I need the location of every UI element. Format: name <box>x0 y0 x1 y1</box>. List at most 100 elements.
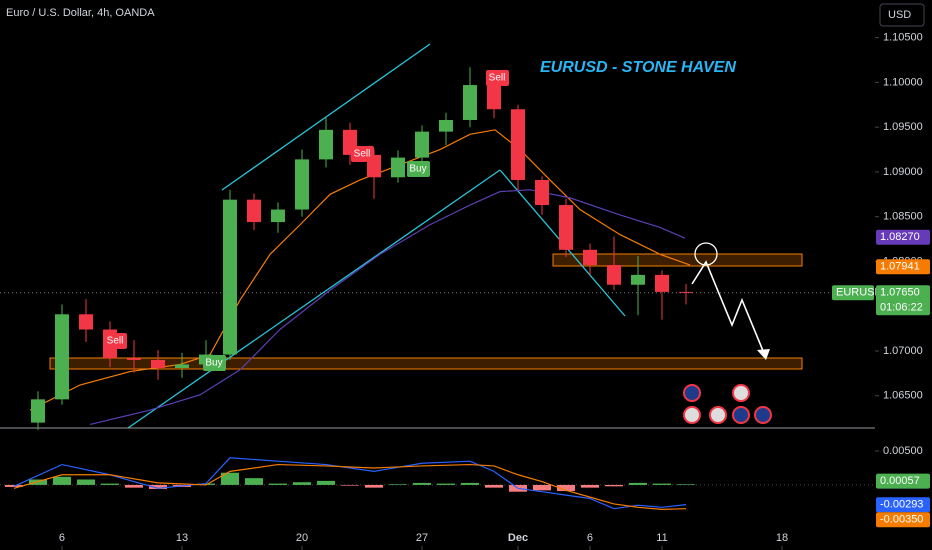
candle-body <box>174 364 189 369</box>
symbol-tag: EURUSD <box>832 285 883 301</box>
signal-label: Buy <box>407 161 430 177</box>
signal-box <box>203 355 226 371</box>
candle-body <box>126 358 141 360</box>
signal-box <box>104 333 127 349</box>
event-icon <box>732 384 750 402</box>
price-tag: 1.08270 <box>876 229 930 245</box>
signal-label: Sell <box>104 333 127 349</box>
candle-body <box>414 131 429 158</box>
candle-body <box>390 157 405 178</box>
arrow-head <box>757 349 770 360</box>
histogram-bar <box>244 478 263 485</box>
event-icon <box>754 406 772 424</box>
y-tick-label: 1.10000 <box>883 76 923 88</box>
symbol-tag-box <box>832 285 874 301</box>
histogram-bar <box>292 482 311 485</box>
last-price-tag-box <box>876 285 930 316</box>
histogram-bar <box>652 483 671 485</box>
candle-body <box>678 291 693 293</box>
histogram-bar <box>628 482 647 485</box>
x-tick-label: 18 <box>776 532 788 544</box>
candle-body <box>630 274 645 285</box>
value-tag-box <box>876 512 930 528</box>
last-price-tag-label: 1.07650 <box>880 287 920 299</box>
candle-body <box>222 199 237 355</box>
candle-body <box>246 199 261 223</box>
drawings <box>49 43 803 429</box>
price-tag-label: 1.07941 <box>880 261 920 273</box>
currency-label: USD <box>888 9 911 21</box>
candle-body <box>30 399 45 423</box>
histogram-bar <box>460 482 479 485</box>
y-tick-label: 1.08500 <box>883 211 923 223</box>
event-icon <box>709 406 727 424</box>
x-tick-label: 11 <box>656 532 667 544</box>
event-icon <box>732 406 750 424</box>
x-tick-label: Dec <box>508 532 528 544</box>
x-tick-label: 20 <box>296 532 308 544</box>
histogram-bar <box>556 484 575 492</box>
value-tag: -0.00293 <box>876 497 930 513</box>
indicator-line <box>13 463 687 510</box>
signal-text: Buy <box>205 358 222 369</box>
candle-body <box>534 179 549 206</box>
x-tick-label: 27 <box>416 532 428 544</box>
support-zone <box>49 357 803 370</box>
value-tag-label: 0.00057 <box>880 475 920 487</box>
value-tag: -0.00350 <box>876 512 930 528</box>
highlight-circle <box>694 242 718 266</box>
histogram-bar <box>148 484 167 489</box>
y-tick-label: 1.06500 <box>883 390 923 402</box>
candle-body <box>438 119 453 132</box>
x-tick-label: 6 <box>59 532 65 544</box>
histogram-bar <box>52 476 71 485</box>
signal-box <box>351 146 374 162</box>
trend-line <box>127 169 501 429</box>
candle-body <box>150 359 165 369</box>
histogram-bar <box>76 479 95 485</box>
signal-text: Sell <box>354 149 371 160</box>
currency-button[interactable] <box>879 3 925 27</box>
candle-body <box>462 85 477 120</box>
candle-body <box>606 265 621 285</box>
histogram-bar <box>532 484 551 491</box>
event-icons <box>683 384 772 424</box>
histogram-bar <box>580 484 599 488</box>
signal-text: Buy <box>409 164 426 175</box>
x-tick-label: 6 <box>587 532 593 544</box>
candle-body <box>486 85 501 110</box>
value-tag-box <box>876 473 930 489</box>
price-tag: 1.07941 <box>876 259 930 275</box>
signal-label: Sell <box>351 146 374 162</box>
headline: EURUSD - STONE HAVEN <box>540 59 736 76</box>
value-tag-label: -0.00350 <box>880 514 923 526</box>
candle-body <box>318 129 333 160</box>
price-tag-box <box>876 229 930 245</box>
histogram-bar <box>316 480 335 485</box>
signal-label: Sell <box>486 70 509 86</box>
histogram-bar <box>364 484 383 488</box>
histogram-bar <box>100 483 119 485</box>
event-icon <box>683 406 701 424</box>
x-tick-label: 13 <box>176 532 188 544</box>
histogram-bar <box>388 484 407 485</box>
forecast-arrow <box>691 260 767 359</box>
price-tag-label: 1.08270 <box>880 231 920 243</box>
histogram-bar <box>412 482 431 485</box>
signal-text: Sell <box>489 73 506 84</box>
candle-body <box>78 314 93 330</box>
signal-box <box>407 161 430 177</box>
value-tag-box <box>876 497 930 513</box>
signal-box <box>486 70 509 86</box>
y-tick-label: 1.09500 <box>883 121 923 133</box>
y-tick-label: 1.09000 <box>883 166 923 178</box>
candle-body <box>54 314 69 400</box>
price-tag-box <box>876 259 930 275</box>
chart-title: Euro / U.S. Dollar, 4h, OANDA <box>6 7 155 19</box>
symbol-tag-label: EURUSD <box>836 287 883 299</box>
histogram-bar <box>220 472 239 485</box>
candle-body <box>582 249 597 266</box>
histogram-bar <box>484 484 503 488</box>
candle-body <box>510 109 525 180</box>
